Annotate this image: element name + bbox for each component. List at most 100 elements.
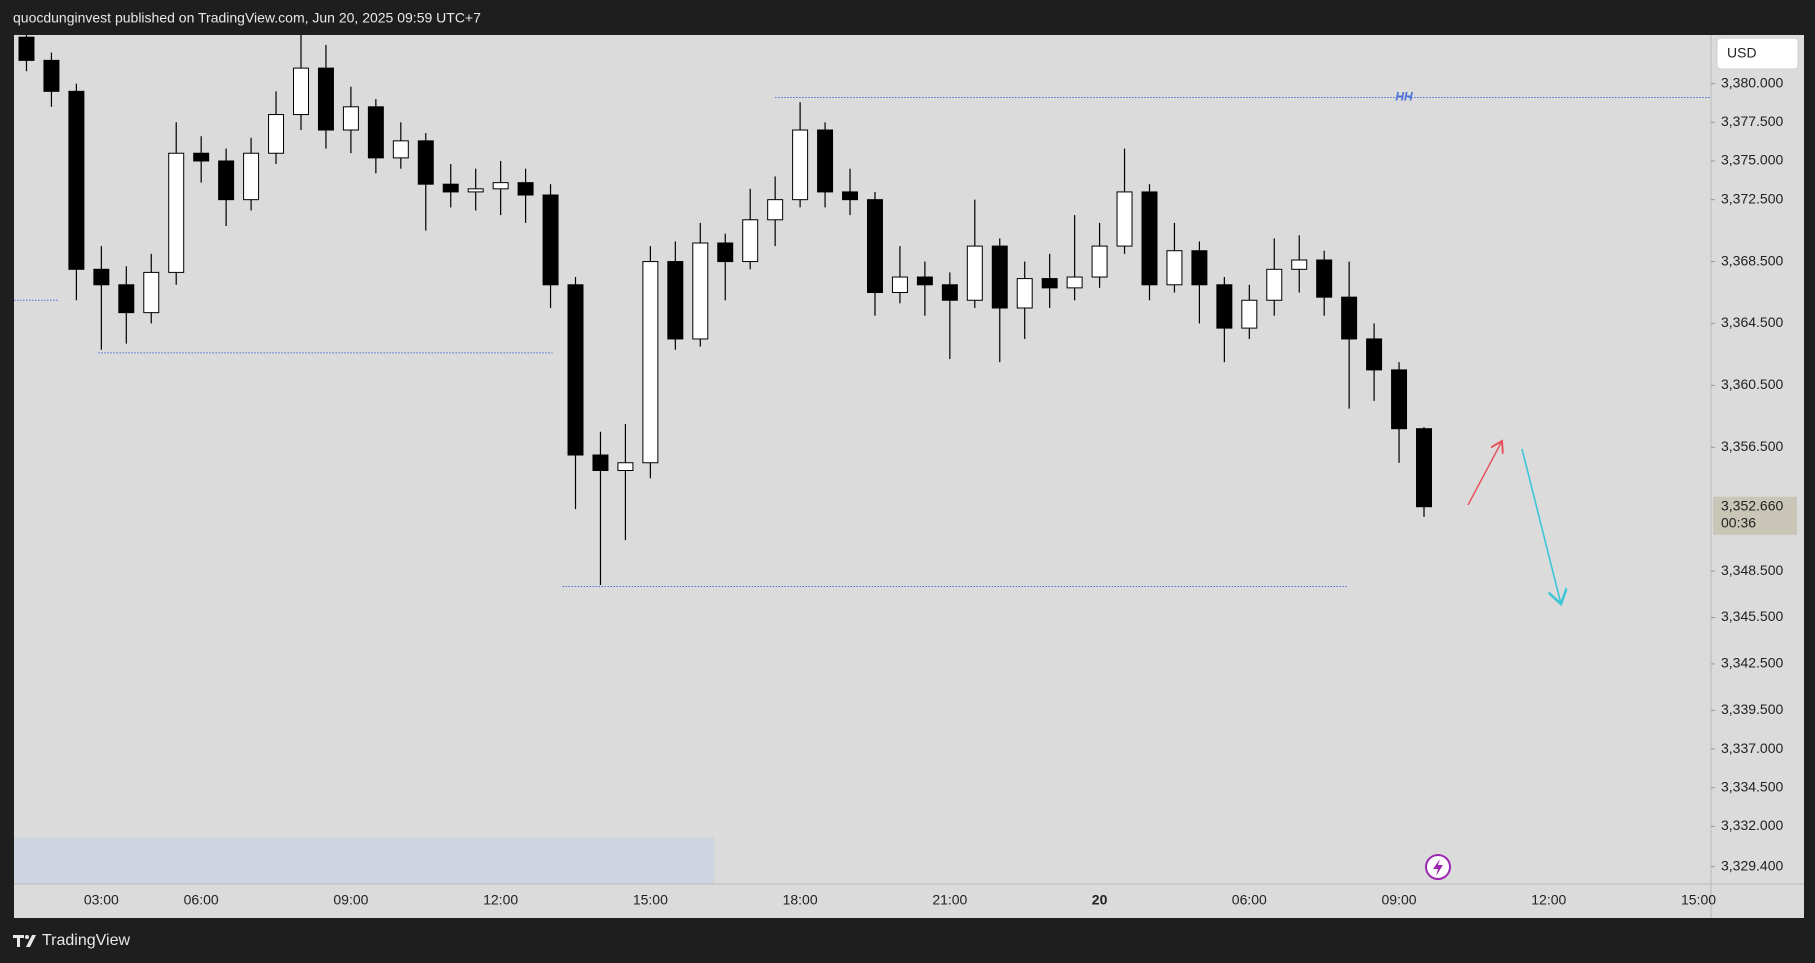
- candle-body: [1241, 299, 1258, 329]
- y-tick-label: 3,342.500: [1721, 655, 1783, 671]
- candle-body: [342, 106, 359, 131]
- x-tick-label: 18:00: [783, 892, 818, 908]
- candle-body: [1366, 338, 1383, 371]
- x-tick-label: 12:00: [483, 892, 518, 908]
- candle-body: [168, 152, 185, 273]
- candle-body: [842, 191, 859, 201]
- last-price-box: [1713, 496, 1797, 535]
- header-text: quocdunginvest published on TradingView.…: [13, 10, 481, 26]
- candle-body: [1266, 268, 1283, 301]
- chart-background: [14, 35, 1804, 918]
- x-tick-label: 09:00: [333, 892, 368, 908]
- candle-body: [866, 199, 883, 294]
- candle-body: [118, 284, 135, 314]
- candle-body: [592, 454, 609, 471]
- y-tick-label: 3,348.500: [1721, 562, 1783, 578]
- countdown-label: 00:36: [1721, 514, 1756, 530]
- candle-body: [767, 199, 784, 221]
- y-tick-label: 3,360.500: [1721, 376, 1783, 392]
- candle-body: [467, 188, 484, 193]
- candle-body: [43, 59, 60, 92]
- candle-body: [1091, 245, 1108, 278]
- candle-body: [517, 182, 534, 196]
- y-tick-label: 3,356.500: [1721, 438, 1783, 454]
- candle-body: [193, 152, 210, 162]
- lightning-icon[interactable]: [1425, 854, 1451, 880]
- last-price-label: 3,352.660: [1721, 497, 1783, 513]
- x-tick-label: 21:00: [932, 892, 967, 908]
- candle-body: [1216, 284, 1233, 329]
- x-tick-label: 06:00: [1232, 892, 1267, 908]
- candle-body: [617, 462, 634, 471]
- y-tick-label: 3,380.000: [1721, 74, 1783, 90]
- candle-body: [542, 194, 559, 286]
- x-tick-label: 06:00: [184, 892, 219, 908]
- plot-area: HH: [14, 35, 1711, 588]
- candle-body: [642, 261, 659, 464]
- candle-body: [442, 183, 459, 193]
- candle-body: [143, 271, 160, 314]
- candle-body: [1316, 259, 1333, 298]
- candle-body: [417, 140, 434, 185]
- candle-body: [966, 245, 983, 301]
- y-tick-label: 3,339.500: [1721, 701, 1783, 717]
- candle-body: [218, 160, 235, 201]
- candle-body: [1191, 250, 1208, 286]
- footer-brand: TradingView: [42, 932, 130, 949]
- candle-body: [1066, 276, 1083, 289]
- candle-body: [1416, 428, 1432, 508]
- y-tick-label: 3,334.500: [1721, 778, 1783, 794]
- candle-body: [93, 268, 110, 286]
- candle-body: [317, 67, 334, 131]
- candle-body: [941, 284, 958, 301]
- candle-body: [18, 36, 35, 61]
- y-tick-label: 3,364.500: [1721, 314, 1783, 330]
- y-tick-label: 3,368.500: [1721, 252, 1783, 268]
- candle-body: [243, 152, 260, 201]
- candle-body: [667, 261, 684, 340]
- candle-body: [1341, 296, 1358, 340]
- candle-body: [792, 129, 809, 201]
- candle-body: [742, 219, 759, 263]
- x-tick-label: 09:00: [1382, 892, 1417, 908]
- candle-body: [1016, 278, 1033, 309]
- x-tick-label: 15:00: [1681, 892, 1716, 908]
- currency-label[interactable]: USD: [1727, 45, 1757, 61]
- y-tick-label: 3,332.000: [1721, 817, 1783, 833]
- candle-body: [1391, 369, 1408, 430]
- candle-body: [1291, 259, 1308, 270]
- x-tick-label: 20: [1092, 892, 1108, 908]
- y-tick-label: 3,377.500: [1721, 113, 1783, 129]
- candle-body: [392, 140, 409, 159]
- y-tick-label: 3,375.000: [1721, 152, 1783, 168]
- candle-body: [268, 114, 285, 154]
- candle-body: [991, 245, 1008, 309]
- candle-body: [367, 106, 384, 159]
- candle-body: [717, 242, 734, 263]
- candle-body: [817, 129, 834, 193]
- y-tick-label: 3,329.400: [1721, 857, 1783, 873]
- candle-body: [492, 182, 509, 190]
- x-tick-label: 03:00: [84, 892, 119, 908]
- candle-body: [1166, 250, 1183, 286]
- currency-button[interactable]: [1716, 37, 1799, 70]
- candle-body: [692, 242, 709, 340]
- level-label: HH: [1395, 90, 1413, 104]
- candle-body: [1141, 191, 1158, 286]
- candle-body: [293, 67, 309, 116]
- x-tick-label: 12:00: [1531, 892, 1566, 908]
- y-tick-label: 3,337.000: [1721, 740, 1783, 756]
- candle-body: [567, 284, 584, 456]
- up-arrow-drawing: [1467, 441, 1502, 506]
- y-tick-label: 3,372.500: [1721, 190, 1783, 206]
- candle-body: [68, 90, 85, 270]
- candle-body: [1116, 191, 1133, 247]
- x-tick-label: 15:00: [633, 892, 668, 908]
- footer-logo: [13, 935, 36, 947]
- down-arrow-drawing: [1521, 448, 1561, 604]
- overlay-panel: [14, 837, 714, 884]
- candle-body: [891, 276, 908, 294]
- y-tick-label: 3,345.500: [1721, 608, 1783, 624]
